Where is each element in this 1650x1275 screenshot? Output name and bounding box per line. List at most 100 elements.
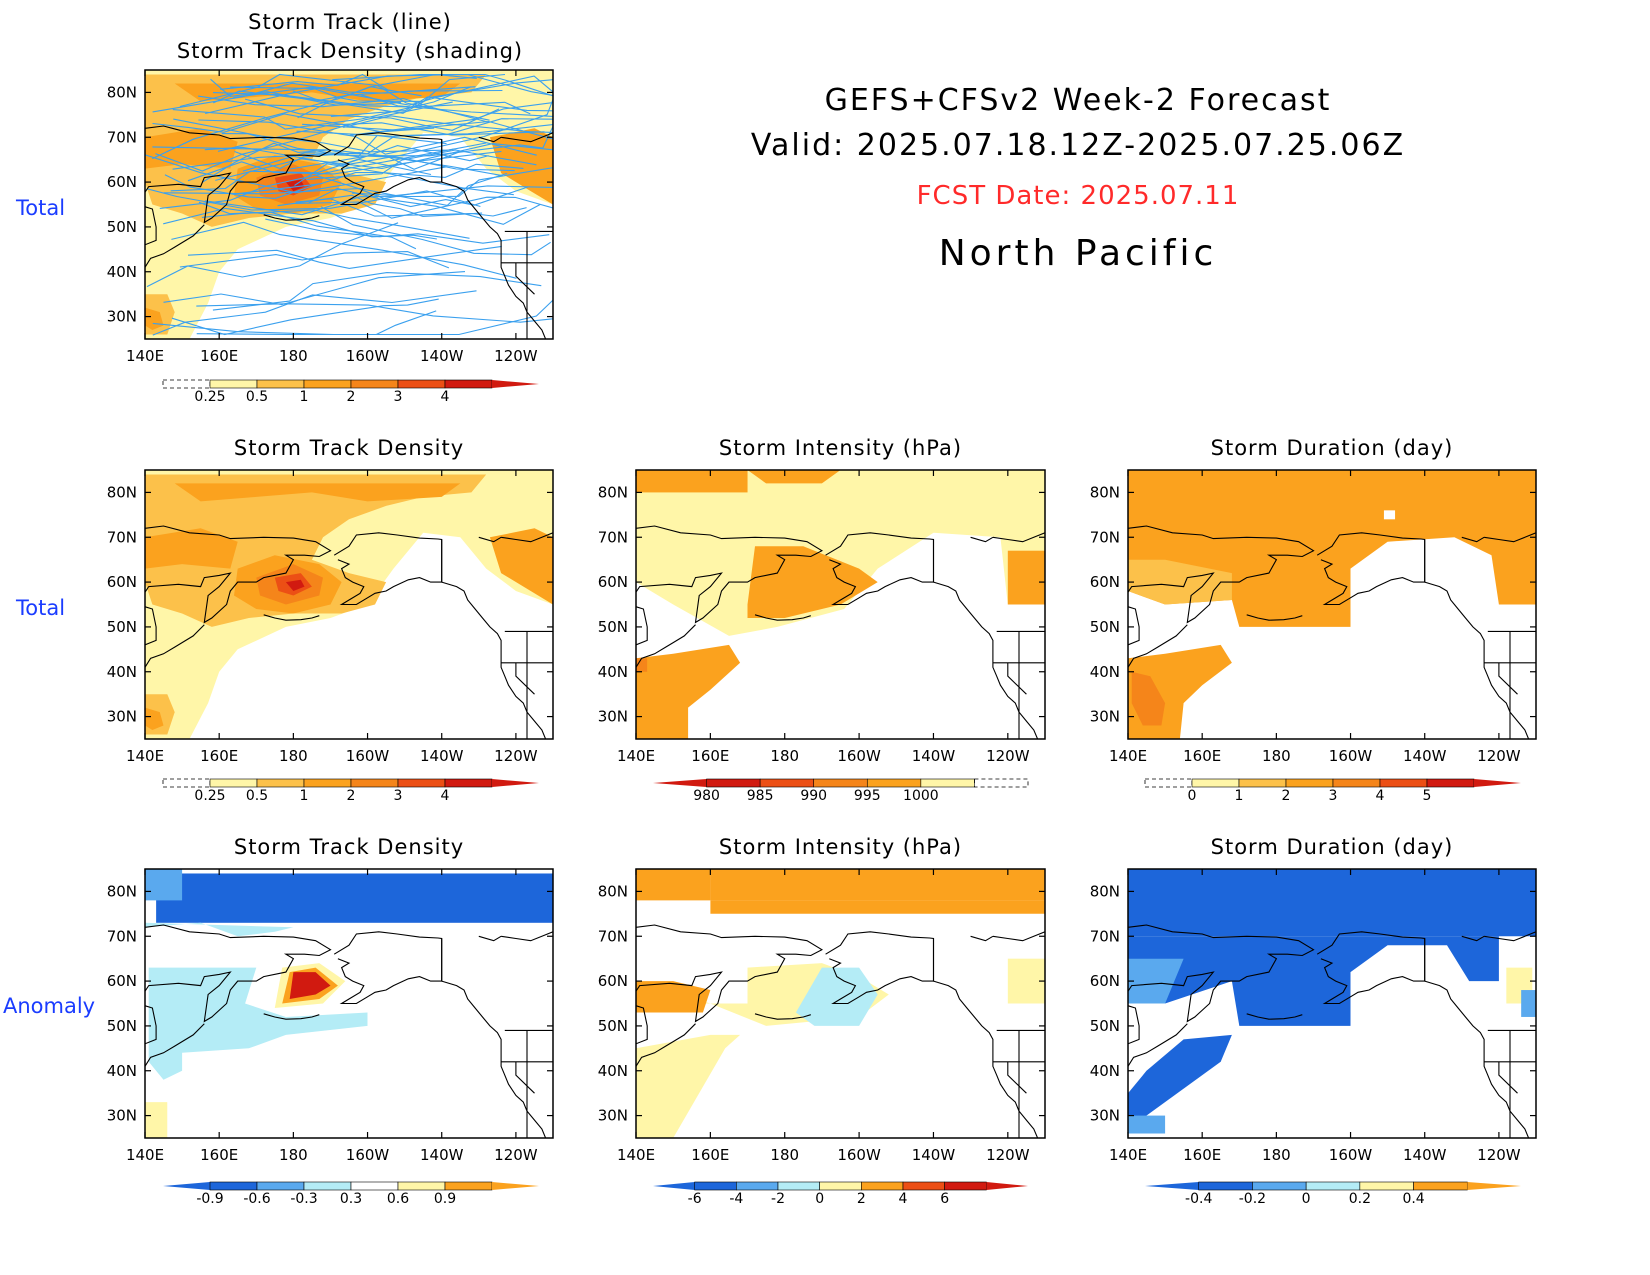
forecast-date: FCST Date: 2025.07.11: [916, 181, 1240, 211]
colorbar-swatch: [256, 379, 305, 389]
panel-anom-duration-title: Storm Duration (day): [1210, 835, 1454, 859]
storm-track-line: [146, 222, 399, 288]
colorbar-intensity-total: 980 985 990 995 1000: [653, 778, 1029, 804]
coastline-asia: [145, 924, 332, 1045]
y-tick-label: 60N: [107, 573, 137, 591]
panel-total-density-title: Storm Track Density: [233, 436, 465, 460]
storm-track-line: [172, 149, 464, 170]
colorbar-swatch: [444, 379, 493, 389]
duration-3: [1131, 671, 1166, 726]
duration-1: [1128, 559, 1232, 605]
colorbar-label: 0.25: [194, 389, 225, 405]
x-tick-label: 180: [1262, 747, 1291, 765]
kuril-islands: [1128, 1023, 1188, 1067]
y-tick-label: 70N: [598, 528, 628, 546]
x-tick-label: 140E: [617, 1146, 655, 1164]
political-border: [515, 1061, 535, 1094]
storm-track-line: [360, 94, 553, 125]
panel-storm-track-title-shading: Storm Track Density (shading): [176, 39, 524, 63]
y-tick-label: 80N: [1090, 882, 1120, 900]
y-tick-label: 40N: [107, 263, 137, 281]
anom-density-pos-strong: [289, 972, 331, 999]
colorbar-label: 990: [800, 788, 827, 804]
colorbar-label: 0.5: [246, 389, 268, 405]
colorbar-swatch: [759, 778, 815, 788]
x-tick-label: 140E: [126, 1146, 164, 1164]
x-tick-label: 160W: [346, 747, 390, 765]
row-label-anomaly: Anomaly: [3, 994, 96, 1018]
colorbar-swatch: [1359, 1181, 1414, 1191]
x-tick-label: 180: [770, 747, 799, 765]
intensity-1000: [636, 470, 1045, 636]
y-tick-label: 80N: [107, 483, 137, 501]
colorbar-swatch: [1305, 1181, 1361, 1191]
storm-track-line: [332, 73, 553, 99]
map-frame: [144, 868, 554, 1139]
storm-track-line: [152, 86, 392, 160]
colorbar-label: 4: [899, 1191, 908, 1207]
colorbar-label: 2: [857, 1191, 866, 1207]
kuril-islands: [145, 1023, 205, 1067]
x-tick-label: 140W: [420, 347, 464, 365]
colorbar-label: -0.3: [290, 1191, 317, 1207]
anom-density-pos-south: [145, 1102, 168, 1138]
y-tick-label: 30N: [1090, 1107, 1120, 1125]
y-tick-label: 30N: [598, 1107, 628, 1125]
anom-density-neg-north: [156, 873, 553, 923]
y-tick-label: 40N: [107, 1062, 137, 1080]
colorbar-duration-total: 0 1 2 3 4 5: [1144, 778, 1521, 804]
map-content: [1128, 869, 1536, 1138]
storm-track-line: [163, 207, 437, 240]
coastline-alaska: [825, 532, 935, 606]
y-tick-label: 50N: [107, 218, 137, 236]
x-tick-label: 180: [770, 1146, 799, 1164]
arctic-coast: [992, 931, 1045, 942]
colorbar-swatch: [303, 778, 352, 788]
storm-track-line: [146, 188, 481, 211]
colorbar-label: 1: [300, 788, 309, 804]
colorbar-label: 2: [1282, 788, 1291, 804]
coastline-alaska: [1316, 931, 1426, 1005]
anom-density-neg-weak-south: [148, 967, 368, 1080]
coastline-north-america: [933, 980, 1039, 1138]
storm-track-line: [352, 159, 553, 197]
panel-anom-intensity-title: Storm Intensity (hPa): [718, 835, 963, 859]
map-frame: [635, 469, 1046, 740]
anom-intensity-north: [636, 869, 1045, 914]
y-tick-label: 30N: [107, 308, 137, 326]
political-border: [1498, 1061, 1518, 1094]
storm-track-line: [196, 299, 553, 336]
anom-density-neg-weak: [145, 922, 294, 937]
storm-track-line: [196, 303, 553, 323]
map-panel-p6: 140E 160E 180 160W 140W 120W 80N 70N 60N 50N 40N 30…: [1090, 868, 1537, 1164]
valid-period: Valid: 2025.07.18.12Z-2025.07.25.06Z: [750, 128, 1406, 163]
y-tick-label: 60N: [107, 173, 137, 191]
row-label-total-top: Total: [16, 196, 66, 220]
colorbar-swatch: [777, 1181, 820, 1191]
colorbar-swatch: [209, 1181, 258, 1191]
storm-track-line: [277, 194, 483, 217]
colorbar-swatch: [1252, 1181, 1307, 1191]
y-tick-label: 70N: [107, 528, 137, 546]
colorbar-density-anom: -0.9 -0.6 -0.3 0.3 0.6 0.9: [163, 1181, 539, 1207]
x-tick-label: 160W: [346, 1146, 390, 1164]
anom-duration-neg: [1128, 936, 1499, 1026]
intensity-kuroshio: [636, 644, 741, 739]
y-tick-label: 70N: [1090, 927, 1120, 945]
x-tick-label: 140E: [1109, 747, 1147, 765]
arctic-coast-2: [1461, 536, 1485, 543]
colorbar-swatch: [813, 778, 868, 788]
colorbar-swatch: [1413, 1181, 1468, 1191]
coastline-asia: [1128, 525, 1315, 646]
colorbar-label: 3: [1329, 788, 1338, 804]
anom-density-neg-west: [145, 869, 183, 901]
storm-track-line: [217, 122, 545, 152]
coastline-alaska: [1316, 532, 1426, 606]
anom-duration-neg-north: [1128, 869, 1536, 937]
colorbar-swatch: [350, 379, 399, 389]
map-panel-p4: 140E 160E 180 160W 140W 120W 80N 70N 60N 50N 40N 30…: [107, 868, 554, 1164]
colorbar-swatch: [444, 1181, 493, 1191]
colorbar-swatch: [866, 778, 922, 788]
y-tick-label: 40N: [598, 1062, 628, 1080]
